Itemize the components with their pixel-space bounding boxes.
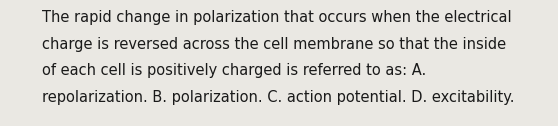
Text: of each cell is positively charged is referred to as: A.: of each cell is positively charged is re…: [42, 63, 426, 78]
Text: The rapid change in polarization that occurs when the electrical: The rapid change in polarization that oc…: [42, 10, 512, 25]
Text: charge is reversed across the cell membrane so that the inside: charge is reversed across the cell membr…: [42, 37, 506, 52]
Text: repolarization. B. polarization. C. action potential. D. excitability.: repolarization. B. polarization. C. acti…: [42, 89, 514, 104]
